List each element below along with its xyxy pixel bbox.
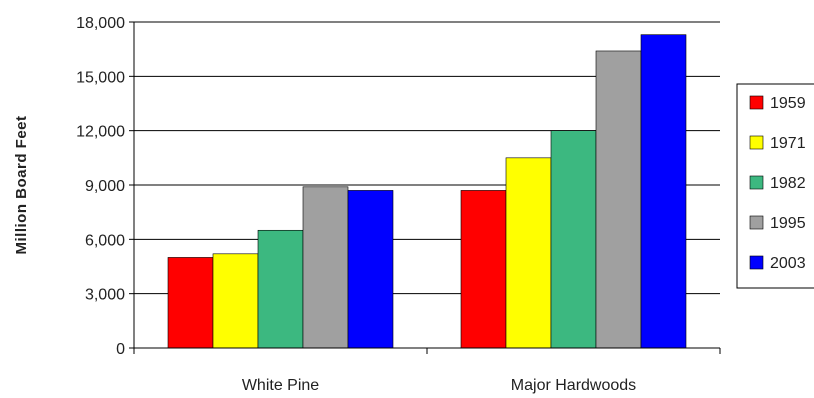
- x-category-labels: White Pine Major Hardwoods: [242, 377, 636, 394]
- y-tick-label: 3,000: [85, 287, 125, 304]
- y-tick-label: 0: [116, 341, 125, 358]
- legend: 1959 1971 1982 1995 2003: [736, 83, 814, 289]
- bar-2003-white-pine: [347, 190, 394, 349]
- legend-label: 1959: [770, 95, 806, 112]
- legend-label: 1995: [770, 215, 806, 232]
- bar-1971-major-hardwoods: [505, 157, 552, 349]
- y-tick-label: 12,000: [76, 124, 125, 141]
- bar-1982-major-hardwoods: [550, 130, 597, 349]
- y-tick-label: 9,000: [85, 178, 125, 195]
- legend-label: 2003: [770, 255, 806, 272]
- bar-1995-major-hardwoods: [595, 50, 642, 349]
- legend-swatch: [749, 95, 764, 110]
- y-tick-label: 6,000: [85, 232, 125, 249]
- legend-swatch: [749, 175, 764, 190]
- legend-box: [736, 83, 814, 289]
- x-category-label: White Pine: [242, 377, 319, 394]
- y-tick-label: 18,000: [76, 15, 125, 32]
- y-tick-labels: 0 3,000 6,000 9,000 12,000 15,000 18,000: [76, 15, 125, 358]
- legend-swatch: [749, 255, 764, 270]
- bar-1995-white-pine: [302, 186, 349, 349]
- axes: [129, 21, 721, 354]
- y-tick-label: 15,000: [76, 69, 125, 86]
- bar-2003-major-hardwoods: [640, 34, 687, 349]
- bars: [167, 34, 687, 349]
- legend-label: 1982: [770, 175, 806, 192]
- bar-1971-white-pine: [212, 253, 259, 349]
- bar-1959-major-hardwoods: [460, 190, 507, 349]
- y-axis-title: Million Board Feet: [13, 115, 30, 254]
- legend-swatch: [749, 135, 764, 150]
- x-category-label: Major Hardwoods: [511, 377, 636, 394]
- bar-1982-white-pine: [257, 229, 304, 349]
- bar-1959-white-pine: [167, 257, 214, 349]
- legend-label: 1971: [770, 135, 806, 152]
- legend-swatch: [749, 215, 764, 230]
